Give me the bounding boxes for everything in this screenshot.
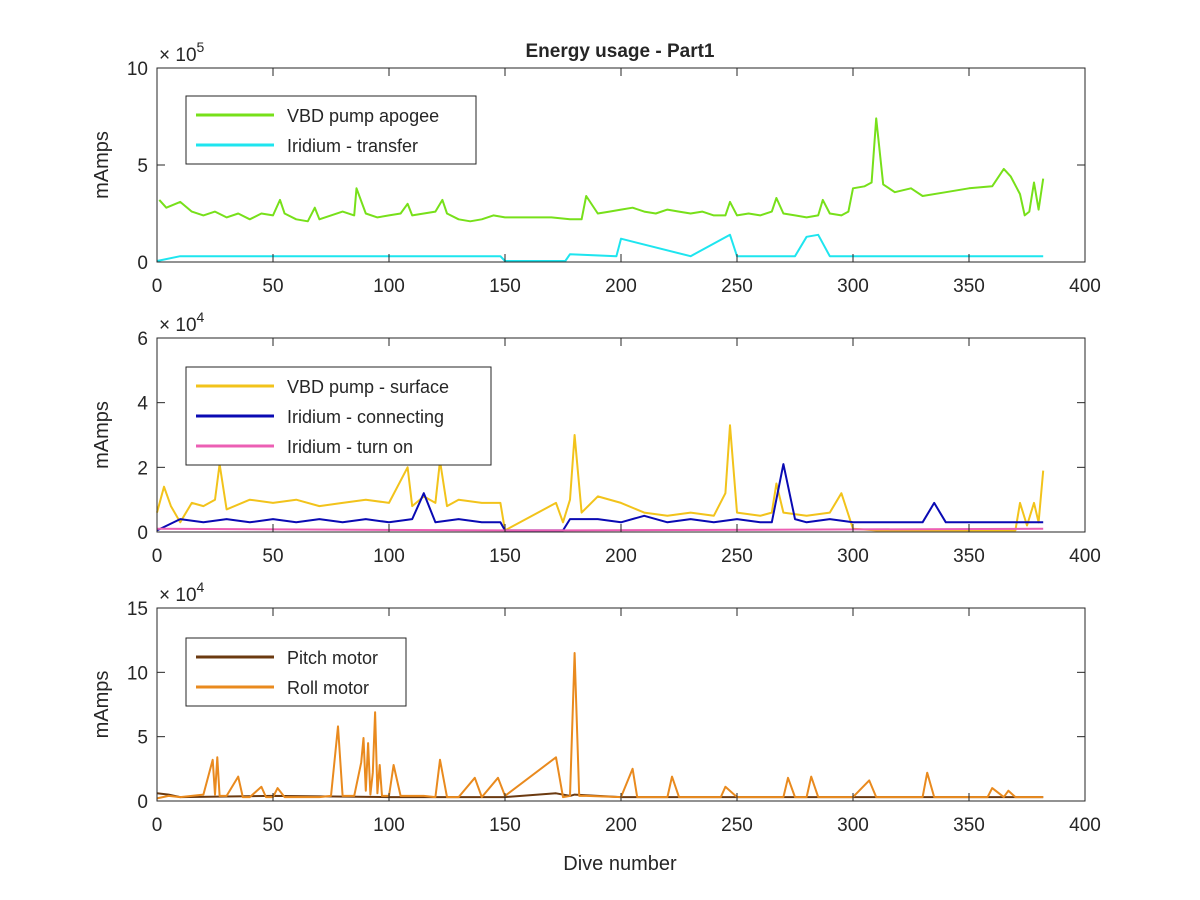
- y-exponent-base: × 10: [159, 315, 197, 336]
- x-tick-label: 0: [152, 815, 163, 836]
- x-tick-label: 100: [373, 546, 405, 567]
- y-tick-label: 0: [137, 792, 148, 813]
- y-exponent-label: × 105: [159, 39, 205, 66]
- legend-entry: VBD pump - surface: [287, 377, 449, 397]
- legend-entry: Iridium - turn on: [287, 437, 413, 457]
- y-exponent-power: 4: [197, 579, 205, 595]
- x-tick-label: 400: [1069, 276, 1101, 297]
- x-tick-label: 100: [373, 276, 405, 297]
- x-tick-label: 50: [262, 815, 283, 836]
- legend-entry: Iridium - connecting: [287, 407, 444, 427]
- y-tick-label: 0: [137, 253, 148, 274]
- x-tick-label: 250: [721, 546, 753, 567]
- y-axis-label: mAmps: [91, 401, 113, 469]
- figure-title: Energy usage - Part1: [525, 41, 714, 62]
- x-tick-label: 50: [262, 546, 283, 567]
- series-line-vbd-pump-surface: [156, 424, 1045, 532]
- x-tick-label: 150: [489, 815, 521, 836]
- x-tick-label: 250: [721, 815, 753, 836]
- x-tick-label: 350: [953, 276, 985, 297]
- x-axis-label: Dive number: [563, 853, 677, 875]
- y-tick-label: 2: [137, 458, 148, 479]
- legend-entry: VBD pump apogee: [287, 106, 439, 126]
- x-tick-label: 200: [605, 546, 637, 567]
- x-tick-label: 250: [721, 276, 753, 297]
- x-tick-label: 200: [605, 276, 637, 297]
- y-tick-label: 4: [137, 394, 148, 415]
- legend-entry: Iridium - transfer: [287, 136, 418, 156]
- legend-box: [185, 637, 407, 707]
- x-tick-label: 300: [837, 546, 869, 567]
- x-tick-label: 300: [837, 815, 869, 836]
- legend: VBD pump apogee Iridium - transfer: [185, 95, 477, 165]
- legend-entry: Roll motor: [287, 678, 369, 698]
- y-tick-label: 15: [127, 599, 148, 620]
- x-tick-label: 300: [837, 276, 869, 297]
- y-tick-label: 6: [137, 329, 148, 350]
- x-tick-label: 0: [152, 276, 163, 297]
- x-tick-label: 150: [489, 546, 521, 567]
- y-exponent-base: × 10: [159, 45, 197, 66]
- x-tick-label: 150: [489, 276, 521, 297]
- x-tick-label: 400: [1069, 546, 1101, 567]
- x-tick-label: 400: [1069, 815, 1101, 836]
- y-tick-label: 0: [137, 523, 148, 544]
- y-exponent-power: 5: [197, 39, 205, 55]
- x-tick-label: 50: [262, 276, 283, 297]
- legend-box: [185, 95, 477, 165]
- series-line-vbd-pump-apogee: [158, 117, 1045, 223]
- axes-3: 0 50 100 150 200 250 300 350 400 0 5 10 15 × 104 mAmps…: [91, 579, 1101, 836]
- y-tick-label: 5: [137, 156, 148, 177]
- y-tick-label: 10: [127, 663, 148, 684]
- legend-entry: Pitch motor: [287, 648, 378, 668]
- y-axis-label: mAmps: [91, 131, 113, 199]
- x-tick-label: 350: [953, 546, 985, 567]
- y-tick-label: 10: [127, 59, 148, 80]
- series-line-iridium-connecting: [156, 463, 1044, 532]
- y-axis-label: mAmps: [91, 671, 113, 739]
- x-tick-label: 350: [953, 815, 985, 836]
- y-exponent-label: × 104: [159, 579, 205, 606]
- x-tick-label: 100: [373, 815, 405, 836]
- x-tick-label: 200: [605, 815, 637, 836]
- series-line-iridium-transfer: [156, 233, 1044, 262]
- legend: Pitch motor Roll motor: [185, 637, 407, 707]
- y-exponent-power: 4: [197, 309, 205, 325]
- y-exponent-label: × 104: [159, 309, 205, 336]
- legend: VBD pump - surface Iridium - connecting Ir…: [185, 366, 492, 466]
- x-tick-label: 0: [152, 546, 163, 567]
- y-tick-label: 5: [137, 728, 148, 749]
- y-exponent-base: × 10: [159, 585, 197, 606]
- series-line-iridium-turn-on: [156, 527, 1044, 532]
